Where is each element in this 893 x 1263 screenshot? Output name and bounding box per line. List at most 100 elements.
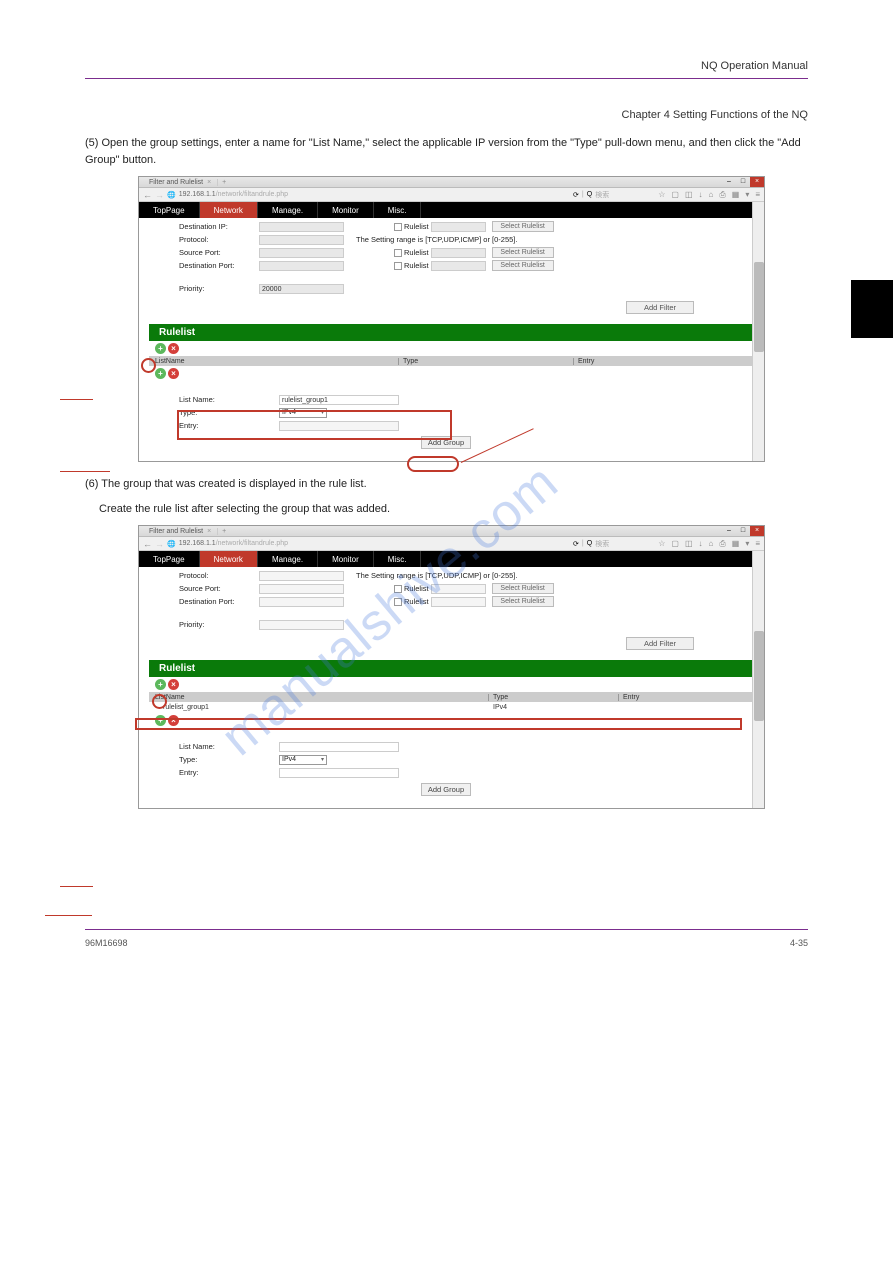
tab-close-icon-2[interactable]: × [207,528,211,535]
star-icon-2[interactable]: ☆ [658,539,665,549]
menu-monitor[interactable]: Monitor [318,202,374,218]
rulelist-value-2[interactable] [431,248,486,258]
rulelist-checkbox-s2b[interactable] [394,598,402,606]
dest-ip-input[interactable] [259,222,344,232]
print-icon-2[interactable]: ⎙ [719,539,725,549]
back-icon-2[interactable]: ← [143,539,152,549]
download-icon[interactable]: ↓ [699,190,703,200]
page-footer: 96M16698 4-35 [85,938,808,948]
select-rulelist-button-3[interactable]: Select Rulelist [492,260,554,271]
menu-icon[interactable]: ≡ [755,190,760,200]
reader-icon[interactable]: ◫ [685,190,693,200]
menu-manage-2[interactable]: Manage. [258,551,318,567]
dest-port-input-2[interactable] [259,597,344,607]
minimize-icon[interactable]: – [722,177,736,187]
reader-icon-2[interactable]: ◫ [685,539,693,549]
rulelist-value-s2a[interactable] [431,584,486,594]
scrollbar[interactable] [752,202,764,461]
priority-input[interactable]: 20000 [259,284,344,294]
menu-network-2[interactable]: Network [200,551,258,567]
reload-icon-2[interactable]: ⟳ [573,540,579,548]
more-icon-2[interactable]: ▾ [745,539,749,549]
menu-misc[interactable]: Misc. [374,202,422,218]
minimize-icon-2[interactable]: – [722,526,736,536]
back-icon[interactable]: ← [143,190,152,200]
select-rulelist-button-s2a[interactable]: Select Rulelist [492,583,554,594]
search-field[interactable]: 検索 [595,190,655,200]
rulelist-value-3[interactable] [431,261,486,271]
menu-toppage[interactable]: TopPage [139,202,200,218]
forward-icon[interactable]: → [155,190,164,200]
select-rulelist-button-s2b[interactable]: Select Rulelist [492,596,554,607]
menu-manage[interactable]: Manage. [258,202,318,218]
url-display[interactable]: 192.168.1.1/network/filtandrule.php [179,191,288,198]
rulelist-checkbox-3[interactable] [394,262,402,270]
add-group-button-2[interactable]: Add Group [421,783,471,796]
menu-toppage-2[interactable]: TopPage [139,551,200,567]
protocol-input-2[interactable] [259,571,344,581]
table-row[interactable]: rulelist_group1 IPv4 [149,702,754,713]
home-icon[interactable]: ⌂ [709,190,714,200]
delete-icon-s2-2[interactable]: × [168,715,179,726]
reload-icon[interactable]: ⟳ [573,191,579,199]
rulelist-toolbar-2: + × [149,366,754,381]
menu-icon-2[interactable]: ≡ [755,539,760,549]
select-rulelist-button-2[interactable]: Select Rulelist [492,247,554,258]
forward-icon-2[interactable]: → [155,539,164,549]
priority-input-2[interactable] [259,620,344,630]
delete-icon[interactable]: × [168,343,179,354]
browser-tab-bar: Filter and Rulelist× + – □ × [139,177,764,188]
dest-port-input[interactable] [259,261,344,271]
type-dropdown-2[interactable]: IPv4 [279,755,327,765]
rulelist-checkbox-2[interactable] [394,249,402,257]
rulelist-checkbox-s2a[interactable] [394,585,402,593]
entry-input[interactable] [279,421,399,431]
src-port-input-2[interactable] [259,584,344,594]
add-icon[interactable]: + [155,343,166,354]
type-dropdown[interactable]: IPv4 [279,408,327,418]
list-name-input-2[interactable] [279,742,399,752]
add-icon-s2-2[interactable]: + [155,715,166,726]
entry-input-2[interactable] [279,768,399,778]
menu-network[interactable]: Network [200,202,258,218]
close-icon-2[interactable]: × [750,526,764,536]
browser-tab[interactable]: Filter and Rulelist× [143,179,218,186]
pocket-icon-2[interactable]: ▢ [671,539,679,549]
select-rulelist-button[interactable]: Select Rulelist [492,221,554,232]
menu-monitor-2[interactable]: Monitor [318,551,374,567]
row-type: IPv4 [489,704,619,711]
download-icon-2[interactable]: ↓ [699,539,703,549]
tab-close-icon[interactable]: × [207,179,211,186]
add-icon-s2[interactable]: + [155,679,166,690]
scrollbar-2[interactable] [752,551,764,808]
delete-icon-2[interactable]: × [168,368,179,379]
protocol-input[interactable] [259,235,344,245]
close-icon[interactable]: × [750,177,764,187]
add-filter-button-2[interactable]: Add Filter [626,637,694,650]
delete-icon-s2[interactable]: × [168,679,179,690]
search-field-2[interactable]: 検索 [595,539,655,549]
more-icon[interactable]: ▾ [745,190,749,200]
rulelist-value-s2b[interactable] [431,597,486,607]
rulelist-value[interactable] [431,222,486,232]
pocket-icon[interactable]: ▢ [671,190,679,200]
maximize-icon[interactable]: □ [736,177,750,187]
rulelist-checkbox[interactable] [394,223,402,231]
new-tab-icon[interactable]: + [218,179,230,186]
add-group-button[interactable]: Add Group [421,436,471,449]
maximize-icon-2[interactable]: □ [736,526,750,536]
add-filter-button[interactable]: Add Filter [626,301,694,314]
home-icon-2[interactable]: ⌂ [709,539,714,549]
star-icon[interactable]: ☆ [658,190,665,200]
list-name-input[interactable]: rulelist_group1 [279,395,399,405]
add-icon-2[interactable]: + [155,368,166,379]
browser-tab-2[interactable]: Filter and Rulelist× [143,528,218,535]
url-display-2[interactable]: 192.168.1.1/network/filtandrule.php [179,540,288,547]
addon-icon[interactable]: ▦ [732,190,740,200]
footer-page: 4-35 [790,938,808,948]
new-tab-icon-2[interactable]: + [218,528,230,535]
menu-misc-2[interactable]: Misc. [374,551,422,567]
src-port-input[interactable] [259,248,344,258]
print-icon[interactable]: ⎙ [719,190,725,200]
addon-icon-2[interactable]: ▦ [732,539,740,549]
